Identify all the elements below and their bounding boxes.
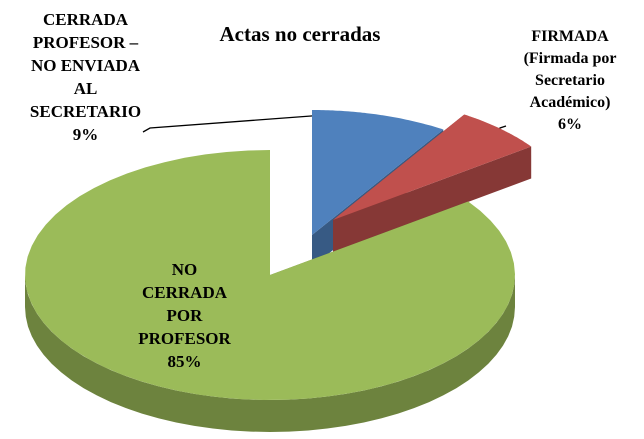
- value-label: 9%: [72, 125, 99, 144]
- category-label: CERRADA PROFESOR – NO ENVIADA AL SECRETA…: [29, 10, 142, 121]
- slice: [312, 110, 444, 235]
- slice-side: [333, 146, 532, 252]
- slice: [333, 114, 532, 220]
- category-label: FIRMADA (Firmada por Secretario Académic…: [523, 28, 617, 111]
- slice-label: CERRADA PROFESOR – NO ENVIADA AL SECRETA…: [18, 8, 153, 146]
- category-label: NO CERRADA POR PROFESOR: [138, 260, 231, 348]
- value-label: 85%: [167, 352, 202, 371]
- slice-label: FIRMADA (Firmada por Secretario Académic…: [500, 26, 640, 136]
- chart-title: Actas no cerradas: [219, 22, 381, 46]
- slice: [25, 150, 515, 400]
- slice-wall: [25, 275, 515, 432]
- leader-line: [142, 113, 339, 133]
- slice-label: NO CERRADA POR PROFESOR 85%: [132, 258, 237, 373]
- value-label: 6%: [558, 116, 582, 133]
